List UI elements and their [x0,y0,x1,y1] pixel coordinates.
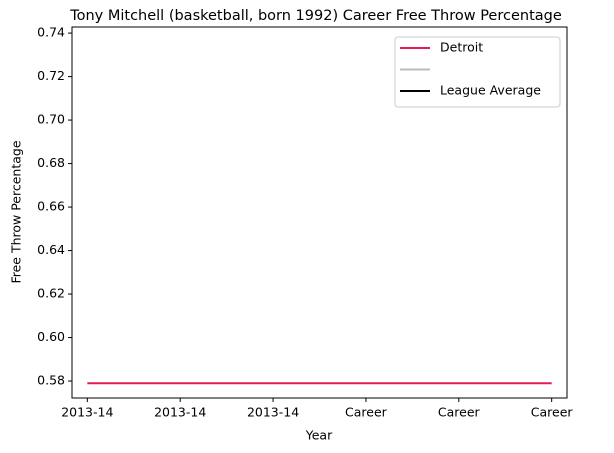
x-tick-label: Career [345,405,388,420]
y-tick-label: 0.74 [37,25,65,40]
x-axis-label: Year [305,428,333,443]
y-tick-label: 0.58 [37,373,65,388]
legend-label: Detroit [440,40,483,55]
y-tick-label: 0.72 [37,68,65,83]
y-tick-label: 0.68 [37,155,65,170]
y-axis-label: Free Throw Percentage [9,140,24,283]
y-tick-label: 0.64 [37,242,65,257]
y-tick-label: 0.70 [37,112,65,127]
x-tick-label: 2013-14 [247,405,299,420]
x-tick-label: 2013-14 [61,405,113,420]
x-tick-label: 2013-14 [154,405,206,420]
y-tick-label: 0.62 [37,286,65,301]
x-tick-label: Career [438,405,481,420]
legend-box [394,36,561,108]
x-tick-label: Career [531,405,574,420]
legend-label: League Average [440,83,541,98]
y-tick-label: 0.60 [37,329,65,344]
plot-frame [71,26,568,399]
chart-title: Tony Mitchell (basketball, born 1992) Ca… [69,8,562,24]
y-tick-label: 0.66 [37,199,65,214]
